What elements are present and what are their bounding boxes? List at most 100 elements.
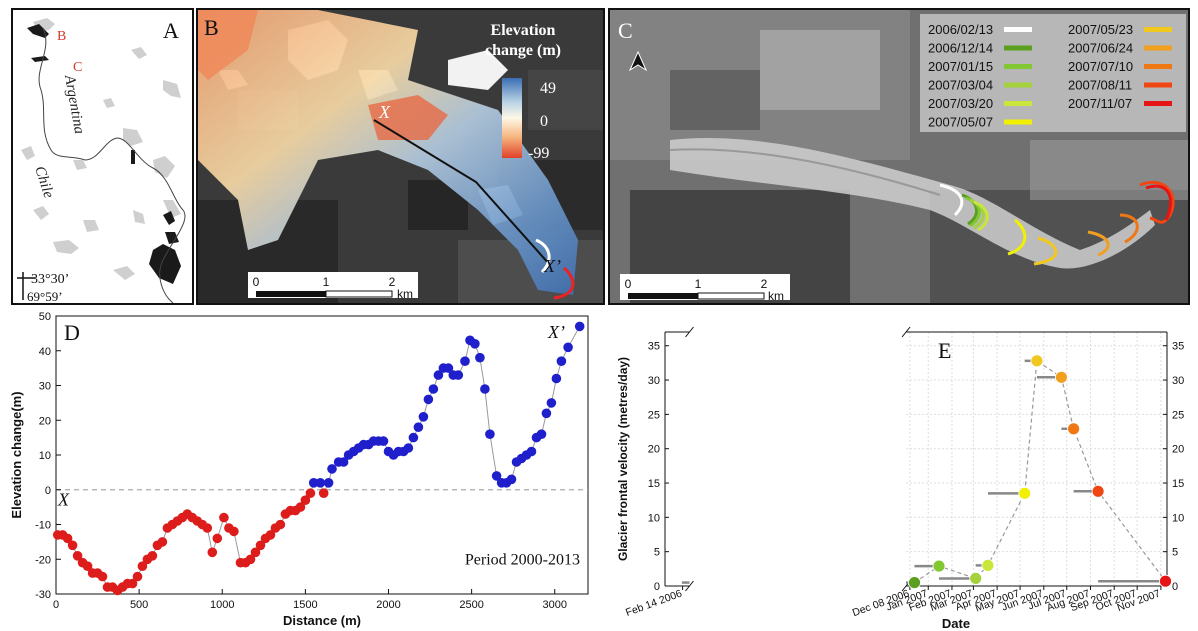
- scale-label-1: 1: [323, 275, 330, 289]
- y-tick-label-left: 10: [648, 512, 660, 524]
- legend-date-2006-02-13: 2006/02/13: [928, 22, 993, 37]
- front-line-2007-05-23: [1033, 236, 1058, 266]
- data-point: [207, 547, 218, 558]
- data-point: [127, 578, 138, 589]
- front-line-2007-05-07: [1007, 218, 1027, 256]
- data-point: [453, 370, 464, 380]
- location-label-b: B: [57, 29, 66, 44]
- location-map-svg: A B C Argentina Chile 33°30’ 69°59’: [17, 18, 186, 303]
- y-tick-label-right: 35: [1172, 341, 1184, 353]
- y-tick-label-left: 15: [648, 478, 660, 490]
- data-point: [219, 512, 229, 523]
- data-point: [323, 478, 334, 488]
- scale-bar-white-segment: [697, 292, 765, 300]
- data-point: [491, 471, 502, 481]
- velocity-point: [969, 571, 983, 585]
- legend-title-line1: Elevation: [491, 22, 556, 39]
- data-point: [305, 488, 316, 498]
- data-point: [67, 540, 78, 551]
- glacier-patches: [21, 18, 181, 280]
- scale-bar-black-segment: [256, 291, 326, 297]
- data-point: [245, 554, 256, 565]
- legend-swatch-2006-12-14: [1004, 45, 1032, 51]
- data-point: [413, 422, 424, 432]
- x-tick-label: 2000: [376, 599, 400, 611]
- data-point: [556, 356, 567, 366]
- data-point: [300, 495, 311, 505]
- data-point: [275, 519, 286, 530]
- colorbar-min-label: -99: [528, 145, 549, 162]
- scale-bar-white-segment: [325, 290, 393, 298]
- panel-c-front-positions: C 2006/02/13 2006/12/14 2007/01/15 2007/03/…: [608, 8, 1190, 305]
- front-line-2007-07-10: [1119, 213, 1139, 244]
- legend-date-2007-11-07: 2007/11/07: [1068, 96, 1132, 111]
- y-tick-label: 20: [39, 415, 51, 427]
- legend-swatch-2006-02-13: [1004, 27, 1032, 32]
- elevation-map-svg: X X’ B Elevation change (m) 49 0 -99 0 1…: [198, 10, 603, 303]
- front-line-2007-03-20: [973, 200, 989, 232]
- y-tick-label: -30: [35, 589, 51, 601]
- y-tick-label-right: 30: [1172, 375, 1184, 387]
- legend-date-2006-12-14: 2006/12/14: [928, 41, 993, 56]
- data-point: [574, 321, 585, 332]
- panel-b-elevation-map: X X’ B Elevation change (m) 49 0 -99 0 1…: [196, 8, 605, 305]
- front-line-2007-11-07: [1145, 184, 1173, 221]
- legend-date-2007-05-07: 2007/05/07: [928, 115, 993, 130]
- y-tick-label-right: 10: [1172, 512, 1184, 524]
- velocity-point: [1018, 486, 1032, 500]
- legend-date-2007-07-10: 2007/07/10: [1068, 59, 1133, 74]
- data-point: [202, 523, 213, 533]
- velocity-point: [1091, 484, 1105, 498]
- x-tick-label: 500: [130, 599, 148, 611]
- y-tick-label: 0: [45, 485, 51, 497]
- front-2006: [535, 238, 551, 274]
- data-point: [315, 478, 326, 488]
- upper-left-loss-area: [198, 10, 258, 80]
- data-point: [157, 537, 168, 547]
- data-point: [506, 474, 517, 485]
- legend-swatch-2007-11-07: [1144, 101, 1172, 106]
- velocity-point: [1067, 422, 1081, 436]
- legend-swatch-2007-05-07: [1004, 119, 1032, 125]
- velocity-connector-line: [914, 359, 1166, 584]
- y-tick-label-right: 25: [1172, 409, 1184, 421]
- y-axis-label: Glacier frontal velocity (metres/day): [616, 357, 630, 561]
- data-point: [408, 432, 419, 443]
- y-tick-label-left: 25: [648, 409, 660, 421]
- y-tick-label-right: 0: [1172, 581, 1178, 593]
- data-point: [433, 370, 444, 380]
- north-arrow-icon: [628, 50, 648, 72]
- scale-label-0: 0: [625, 277, 632, 291]
- front-positions-svg: C 2006/02/13 2006/12/14 2007/01/15 2007/03/…: [610, 10, 1188, 303]
- panel-letter-b: B: [204, 15, 219, 40]
- profile-end-label: X’: [543, 256, 561, 276]
- data-point: [132, 571, 143, 582]
- front-line-2007-03-04: [969, 198, 985, 230]
- mountain-texture: [610, 10, 1188, 303]
- data-point: [295, 502, 306, 512]
- legend-swatch-2007-05-23: [1144, 27, 1172, 32]
- legend-date-2007-06-24: 2007/06/24: [1068, 41, 1133, 56]
- data-point: [485, 429, 495, 439]
- data-point: [460, 356, 470, 366]
- legend-swatch-2007-07-10: [1144, 64, 1172, 69]
- data-point: [250, 547, 261, 558]
- data-point: [418, 412, 429, 422]
- axis-break-mark: [685, 580, 694, 592]
- axis-break-mark: [901, 326, 911, 338]
- legend-swatch-2007-03-04: [1004, 82, 1032, 88]
- data-point: [536, 429, 547, 439]
- x-tick-label: 3000: [543, 599, 567, 611]
- glacier-tongue: [670, 138, 1155, 269]
- velocity-point: [1054, 370, 1068, 384]
- data-point: [338, 457, 349, 467]
- study-glaciers: [27, 24, 181, 284]
- y-tick-label-left: 20: [648, 444, 660, 456]
- y-tick-label-right: 5: [1172, 547, 1178, 559]
- velocity-point: [1030, 354, 1044, 368]
- data-point: [82, 561, 93, 571]
- x-tick-label: 1500: [293, 599, 317, 611]
- data-point: [403, 443, 414, 453]
- plot-area: [665, 332, 1167, 586]
- legend-date-2007-01-15: 2007/01/15: [928, 59, 993, 74]
